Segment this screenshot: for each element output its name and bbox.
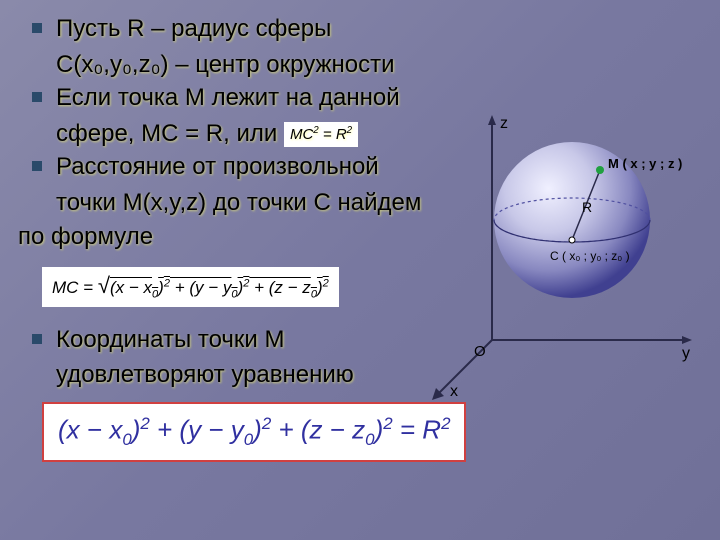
- R-label: R: [582, 199, 592, 215]
- formula-equation: (x − x0)2 + (y − y0)2 + (z − z0)2 = R2: [42, 402, 466, 462]
- formula-mc-r: MC2 = R2: [284, 122, 358, 147]
- bullet-marker: [32, 334, 42, 344]
- formula-distance: MC = √(x − x0)2 + (y − y0)2 + (z − z0)2: [42, 267, 339, 306]
- bullet-1-text: Пусть R – радиус сферы: [56, 12, 331, 46]
- bullet-marker: [32, 161, 42, 171]
- bullet-2-text: Если точка М лежит на данной: [56, 81, 400, 115]
- point-C: [569, 237, 575, 243]
- bullet-1: Пусть R – радиус сферы: [18, 12, 702, 46]
- formula-equation-wrap: (x − x0)2 + (y − y0)2 + (z − z0)2 = R2: [18, 392, 702, 462]
- z-arrow: [488, 115, 496, 125]
- C-label: C ( x₀ ; y₀ ; z₀ ): [550, 249, 630, 263]
- origin-label: O: [474, 343, 486, 360]
- y-arrow: [682, 336, 692, 344]
- y-label: y: [682, 345, 690, 362]
- bullet-marker: [32, 23, 42, 33]
- x-label: x: [450, 383, 458, 400]
- z-label: z: [500, 115, 508, 132]
- M-label: M ( x ; y ; z ): [608, 156, 682, 171]
- bullet-1-cont: C(x₀,y₀,z₀) – центр окружности: [56, 48, 702, 82]
- bullet-2-pre: сфере, МС = R, или: [56, 120, 284, 147]
- slide-content: Пусть R – радиус сферы C(x₀,y₀,z₀) – цен…: [0, 0, 720, 540]
- sphere-diagram: z y x O R C ( x₀ ; y₀ ; z₀ ) M ( x ; y ;…: [422, 100, 702, 400]
- bullet-3-text: Расстояние от произвольной: [56, 150, 379, 184]
- bullet-marker: [32, 92, 42, 102]
- bullet-4-text: Координаты точки М: [56, 323, 284, 357]
- point-M: [596, 166, 604, 174]
